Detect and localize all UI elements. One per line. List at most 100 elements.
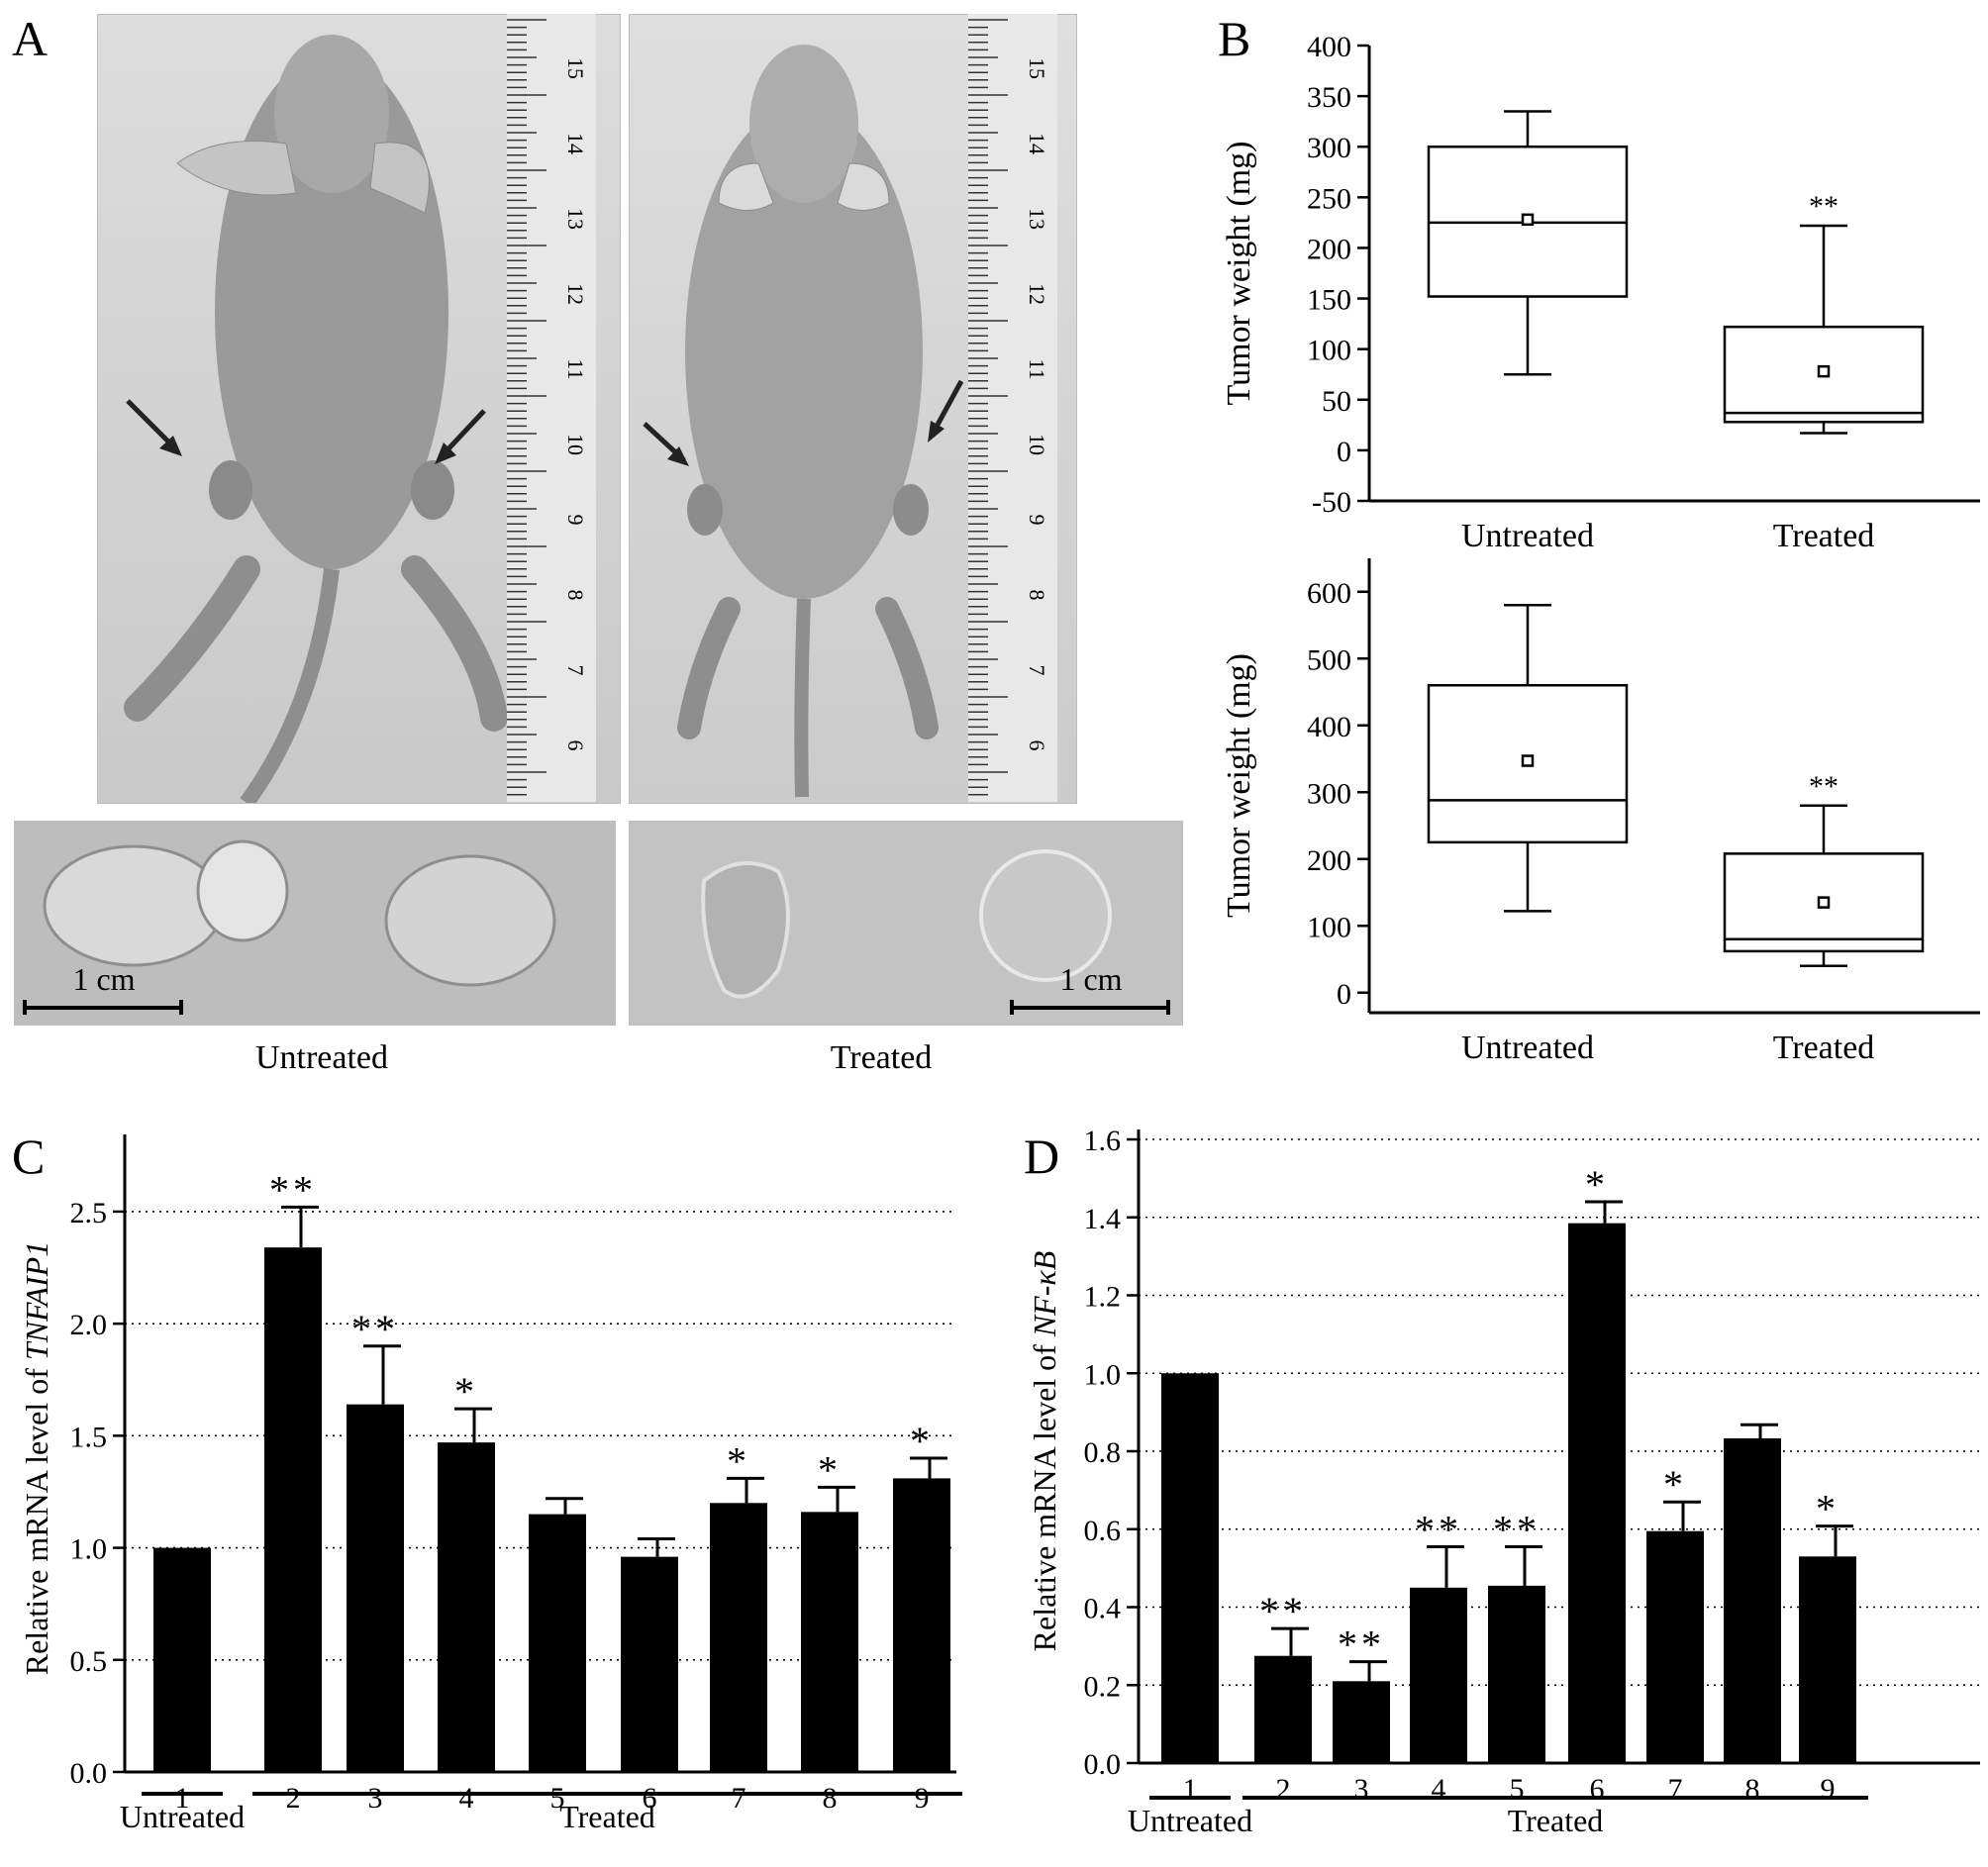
- y-tick-label: 200: [1307, 233, 1351, 265]
- y-tick-label: 300: [1307, 132, 1351, 164]
- y-tick-label: 600: [1307, 577, 1351, 610]
- x-tick-label: 8: [1745, 1773, 1760, 1806]
- x-tick-label: 2: [286, 1782, 301, 1815]
- x-tick-label: 1: [175, 1782, 190, 1815]
- mean-marker: [1817, 896, 1831, 909]
- x-tick-label: 8: [823, 1782, 838, 1815]
- y-axis-label: Tumor weight (mg): [1221, 142, 1257, 406]
- ruler-number: 11: [1025, 358, 1049, 379]
- significance-label: **: [1259, 1589, 1307, 1633]
- y-axis-label: Relative mRNA level of NF-κB: [1027, 1251, 1062, 1652]
- x-tick-label: 5: [550, 1782, 565, 1815]
- x-tick-label: 5: [1510, 1773, 1525, 1806]
- significance-label: *: [727, 1438, 750, 1483]
- x-tick-label: 9: [915, 1782, 930, 1815]
- untreated-ruler: 15141312111098765: [507, 14, 596, 802]
- y-axis-label-gene: NF-κB: [1027, 1251, 1062, 1337]
- ruler-number: 11: [563, 358, 588, 379]
- ruler-number: 7: [563, 665, 588, 676]
- group-label: Treated: [1508, 1803, 1604, 1838]
- group-label: Untreated: [1128, 1803, 1252, 1838]
- y-tick-label: 1.2: [1084, 1281, 1122, 1314]
- y-tick-label: 300: [1307, 777, 1351, 810]
- y-tick-label: 0.0: [70, 1757, 108, 1790]
- ruler-number: 10: [1025, 434, 1049, 455]
- bar: [1488, 1585, 1545, 1763]
- group-label: Treated: [559, 1799, 655, 1834]
- y-tick-label: 500: [1307, 643, 1351, 676]
- y-tick-label: 0.4: [1084, 1593, 1122, 1625]
- y-tick-label: 1.0: [1084, 1358, 1122, 1391]
- bar: [1161, 1373, 1219, 1763]
- bar: [710, 1503, 767, 1772]
- box: [1723, 325, 1925, 424]
- y-tick-label: 2.5: [70, 1197, 108, 1229]
- panel-label-d: D: [1024, 1129, 1060, 1184]
- ruler-number: 9: [1025, 515, 1049, 526]
- y-tick-label: 150: [1307, 284, 1351, 317]
- y-tick-label: 400: [1307, 31, 1351, 63]
- ruler-number: 6: [563, 740, 588, 751]
- ruler-number: 14: [1025, 133, 1049, 154]
- x-tick-label: Treated: [1773, 1030, 1875, 1066]
- bar: [1568, 1223, 1626, 1763]
- mean-marker: [1521, 754, 1535, 767]
- significance-label: **: [1415, 1507, 1462, 1551]
- ruler-number: 8: [1025, 590, 1049, 601]
- ruler-number: 12: [1025, 283, 1049, 305]
- significance-label: *: [454, 1369, 478, 1414]
- tumor: [384, 854, 556, 987]
- x-tick-label: 7: [732, 1782, 746, 1815]
- ruler-number: 13: [1025, 208, 1049, 230]
- bar: [264, 1247, 322, 1772]
- scale-bar-label: 1 cm: [1059, 961, 1123, 997]
- x-tick-label: Untreated: [1461, 1030, 1594, 1066]
- bar: [801, 1512, 858, 1772]
- tumor: [979, 849, 1112, 982]
- bar: [1410, 1587, 1467, 1763]
- bar: [529, 1514, 586, 1772]
- mean-marker: [1521, 213, 1535, 227]
- scale-bar-label: 1 cm: [72, 961, 136, 997]
- mean-marker: [1817, 364, 1831, 378]
- significance-label: **: [1493, 1507, 1541, 1551]
- bar: [438, 1442, 495, 1772]
- y-axis-label: Tumor weight (mg): [1221, 653, 1257, 918]
- y-tick-label: 1.5: [70, 1421, 108, 1453]
- y-axis-label-prefix: Relative mRNA level of: [19, 1360, 54, 1675]
- group-label: Untreated: [120, 1799, 245, 1834]
- y-tick-label: 250: [1307, 182, 1351, 215]
- significance-label: **: [269, 1167, 317, 1212]
- significance-label: **: [1809, 770, 1839, 803]
- bar: [1646, 1530, 1704, 1763]
- y-tick-label: 400: [1307, 711, 1351, 743]
- significance-label: *: [910, 1419, 934, 1463]
- tumor: [701, 861, 790, 999]
- ruler-scale: 15 14 13 12 11 10 9 8 7 6: [968, 14, 1057, 802]
- x-tick-label: 4: [1432, 1773, 1446, 1806]
- y-tick-label: 0.0: [1084, 1748, 1122, 1781]
- x-tick-label: 2: [1276, 1773, 1291, 1806]
- significance-label: **: [1809, 190, 1839, 223]
- treated-mouse-illustration: [643, 45, 964, 798]
- y-axis-label-gene: TNFAIP1: [19, 1241, 54, 1360]
- x-tick-label: 1: [1183, 1773, 1198, 1806]
- y-tick-label: 200: [1307, 844, 1351, 877]
- y-tick-label: 0.2: [1084, 1670, 1122, 1703]
- y-tick-label: 100: [1307, 335, 1351, 367]
- ruler-number: 13: [563, 208, 588, 230]
- ruler-number: 15: [1025, 57, 1049, 79]
- significance-label: **: [351, 1307, 399, 1351]
- y-tick-label: -50: [1312, 486, 1351, 519]
- y-tick-label: 0: [1337, 436, 1351, 468]
- bar: [1724, 1438, 1781, 1763]
- significance-label: **: [1338, 1622, 1385, 1667]
- caption-untreated: Untreated: [254, 1039, 389, 1076]
- bar: [153, 1547, 211, 1772]
- ruler-number: 9: [563, 515, 588, 526]
- ruler-number: 14: [563, 133, 588, 154]
- panel-label-a: A: [12, 11, 49, 66]
- ruler-number: 12: [563, 283, 588, 305]
- bar: [621, 1556, 678, 1772]
- y-tick-label: 1.0: [70, 1533, 108, 1566]
